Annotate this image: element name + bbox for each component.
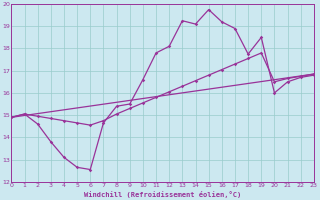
X-axis label: Windchill (Refroidissement éolien,°C): Windchill (Refroidissement éolien,°C) (84, 191, 241, 198)
